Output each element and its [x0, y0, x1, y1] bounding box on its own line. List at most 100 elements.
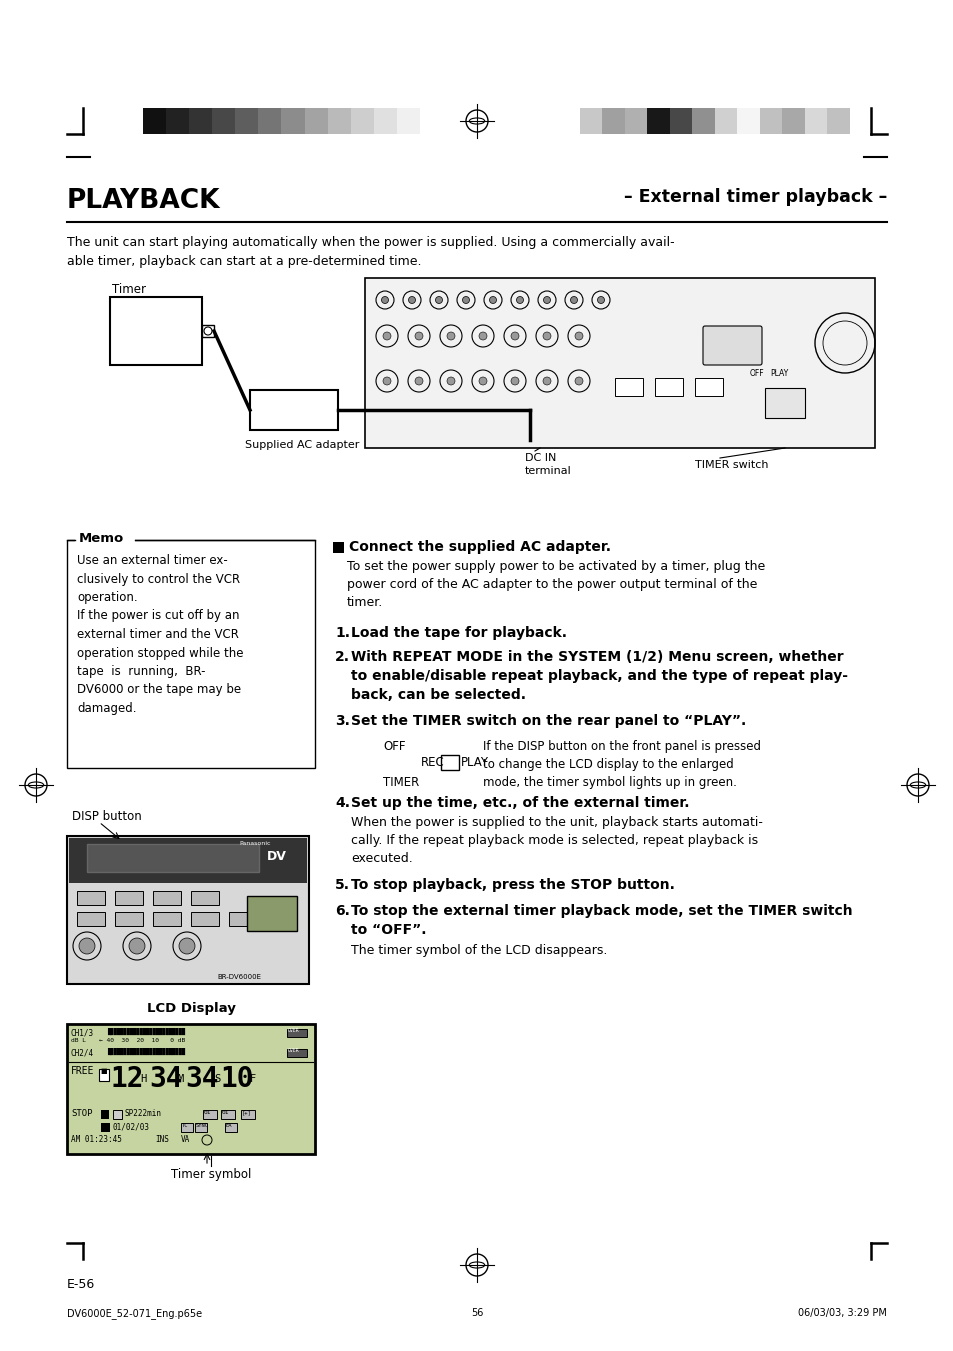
Circle shape	[478, 332, 486, 340]
Bar	[112, 1111, 122, 1119]
Circle shape	[511, 377, 518, 385]
Text: Timer symbol: Timer symbol	[171, 1169, 251, 1181]
Bar	[110, 297, 202, 365]
Bar	[101, 1123, 110, 1132]
Bar	[281, 108, 304, 134]
Bar	[396, 108, 419, 134]
Text: ← 40  30  20  10   0 dB: ← 40 30 20 10 0 dB	[99, 1038, 185, 1043]
Bar	[287, 1029, 307, 1038]
Text: DC IN
terminal: DC IN terminal	[524, 453, 571, 476]
Text: H: H	[140, 1074, 146, 1084]
Bar	[77, 892, 105, 905]
Circle shape	[129, 938, 145, 954]
Bar	[194, 1123, 207, 1132]
Bar	[247, 896, 296, 931]
Circle shape	[382, 377, 391, 385]
Bar	[692, 108, 714, 134]
Bar	[624, 108, 647, 134]
Text: LCD Display: LCD Display	[147, 1002, 235, 1015]
Bar	[115, 912, 143, 925]
Text: E-56: E-56	[67, 1278, 95, 1292]
Bar	[166, 108, 189, 134]
Text: To stop playback, press the STOP button.: To stop playback, press the STOP button.	[351, 878, 674, 892]
Text: 3.: 3.	[335, 713, 350, 728]
Text: PLAY: PLAY	[769, 369, 787, 378]
Text: The unit can start playing automatically when the power is supplied. Using a com: The unit can start playing automatically…	[67, 236, 674, 267]
Circle shape	[435, 296, 442, 304]
Bar	[241, 1111, 254, 1119]
Circle shape	[489, 296, 496, 304]
Circle shape	[478, 377, 486, 385]
Text: PLAY: PLAY	[460, 757, 489, 769]
Text: OVER: OVER	[288, 1048, 299, 1052]
Text: M: M	[178, 1074, 184, 1084]
Bar	[826, 108, 849, 134]
Circle shape	[516, 296, 523, 304]
Text: 5.: 5.	[335, 878, 350, 892]
Text: 6.: 6.	[335, 904, 350, 917]
Text: When the power is supplied to the unit, playback starts automati-
cally. If the : When the power is supplied to the unit, …	[351, 816, 762, 865]
Circle shape	[179, 938, 194, 954]
Bar	[152, 892, 181, 905]
Circle shape	[382, 332, 391, 340]
Text: ████████████████████████: ████████████████████████	[107, 1028, 185, 1035]
Text: dB L: dB L	[71, 1038, 86, 1043]
Text: STOP: STOP	[71, 1109, 92, 1119]
Bar	[764, 388, 804, 417]
Bar	[602, 108, 624, 134]
Circle shape	[575, 332, 582, 340]
Text: The timer symbol of the LCD disappears.: The timer symbol of the LCD disappears.	[351, 944, 607, 957]
Text: BR-DV6000E: BR-DV6000E	[216, 974, 261, 979]
Text: 2.: 2.	[335, 650, 350, 663]
Text: 06/03/03, 3:29 PM: 06/03/03, 3:29 PM	[798, 1308, 886, 1319]
Bar	[202, 326, 213, 336]
Bar	[695, 378, 722, 396]
Text: With REPEAT MODE in the SYSTEM (1/2) Menu screen, whether
to enable/disable repe: With REPEAT MODE in the SYSTEM (1/2) Men…	[351, 650, 847, 703]
Bar	[304, 108, 327, 134]
Text: OVER: OVER	[288, 1028, 299, 1034]
Text: 01: 01	[222, 1111, 230, 1115]
Bar	[250, 390, 337, 430]
Circle shape	[79, 938, 95, 954]
Text: 1.: 1.	[335, 626, 350, 640]
Bar	[365, 278, 874, 449]
Bar	[225, 1123, 236, 1132]
Bar	[67, 836, 309, 984]
Circle shape	[542, 332, 551, 340]
Text: F: F	[250, 1074, 256, 1084]
Text: 4.: 4.	[335, 796, 350, 811]
Text: [+]: [+]	[242, 1111, 252, 1115]
Bar	[115, 892, 143, 905]
Text: ■: ■	[100, 1069, 107, 1074]
Text: Load the tape for playback.: Load the tape for playback.	[351, 626, 566, 640]
Text: FREE: FREE	[71, 1066, 94, 1075]
Text: 56: 56	[471, 1308, 482, 1319]
Bar	[212, 108, 235, 134]
Text: OFF: OFF	[382, 740, 405, 753]
Circle shape	[415, 377, 422, 385]
Bar	[69, 838, 307, 884]
Text: Set the TIMER switch on the rear panel to “PLAY”.: Set the TIMER switch on the rear panel t…	[351, 713, 745, 728]
Bar	[804, 108, 826, 134]
Text: INS: INS	[154, 1135, 169, 1144]
Text: 34: 34	[185, 1065, 218, 1093]
Text: – External timer playback –: – External timer playback –	[623, 188, 886, 205]
Text: TIMER switch: TIMER switch	[695, 459, 768, 470]
Circle shape	[597, 296, 604, 304]
Bar	[615, 378, 642, 396]
Bar	[647, 108, 669, 134]
Text: 34: 34	[149, 1065, 182, 1093]
Circle shape	[447, 332, 455, 340]
Circle shape	[570, 296, 577, 304]
Bar	[189, 108, 212, 134]
FancyBboxPatch shape	[702, 326, 761, 365]
Circle shape	[447, 377, 455, 385]
Bar	[229, 912, 256, 925]
Text: DV: DV	[267, 850, 287, 863]
Circle shape	[575, 377, 582, 385]
Bar	[258, 108, 281, 134]
Text: 01: 01	[204, 1111, 212, 1115]
Text: To stop the external timer playback mode, set the TIMER switch
to “OFF”.: To stop the external timer playback mode…	[351, 904, 852, 938]
Text: TC: TC	[182, 1123, 189, 1128]
Bar	[191, 892, 219, 905]
